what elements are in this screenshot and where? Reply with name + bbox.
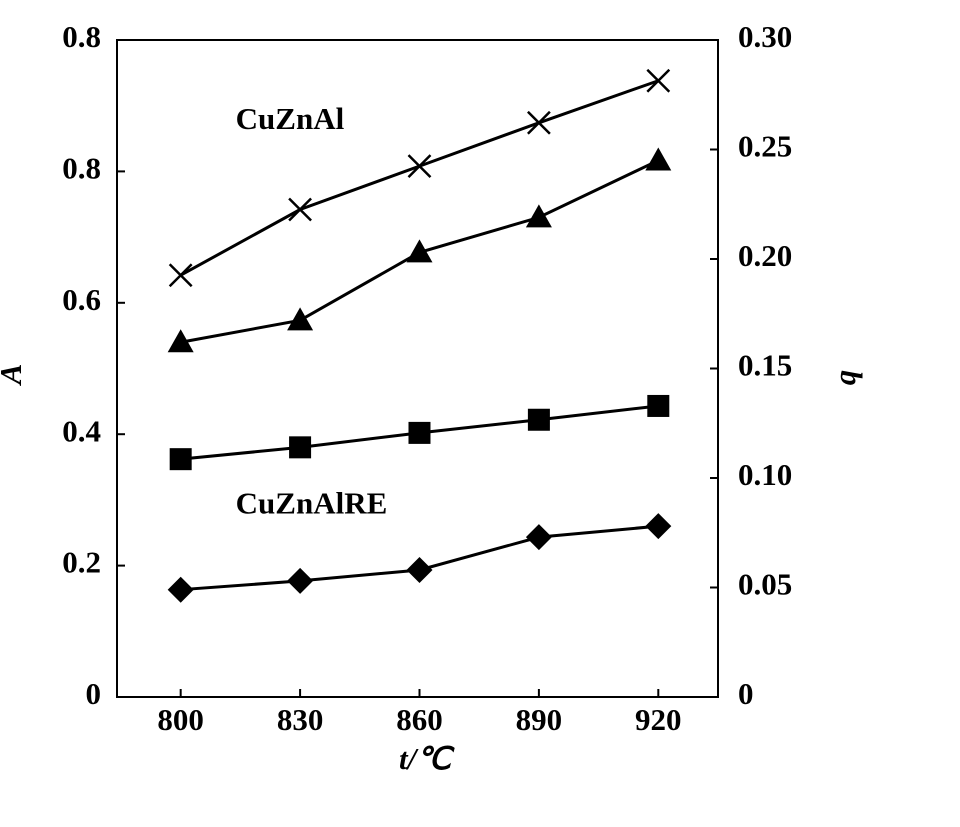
y-tick-label: 0	[86, 676, 102, 711]
marker-cross	[168, 263, 193, 288]
y2-tick-label: 0.20	[738, 238, 792, 273]
y-axis-label: A	[0, 364, 28, 387]
marker-diamond	[287, 567, 314, 594]
y-tick-label: 0.4	[62, 413, 101, 448]
marker-square	[289, 436, 312, 459]
marker-triangle	[167, 329, 194, 353]
marker-diamond	[525, 524, 552, 551]
marker-triangle	[525, 204, 552, 228]
x-tick-label: 890	[516, 702, 563, 737]
y2-tick-label: 0.05	[738, 567, 792, 602]
y2-tick-label: 0.25	[738, 129, 792, 164]
marker-diamond	[645, 513, 672, 540]
marker-square	[169, 448, 192, 471]
y2-axis-label: b	[834, 370, 869, 386]
y-tick-label: 0.2	[62, 545, 101, 580]
marker-square	[527, 408, 550, 431]
marker-cross	[288, 197, 312, 222]
y2-tick-label: 0.10	[738, 457, 792, 492]
marker-triangle	[287, 307, 314, 331]
marker-diamond	[406, 556, 433, 583]
x-tick-label: 830	[277, 702, 324, 737]
y2-tick-label: 0	[738, 676, 754, 711]
annotation: CuZnAl	[236, 101, 345, 136]
marker-diamond	[167, 576, 194, 603]
x-tick-label: 800	[157, 702, 204, 737]
x-tick-label: 920	[635, 702, 682, 737]
marker-triangle	[406, 239, 433, 263]
x-axis-label: t/℃	[399, 741, 455, 776]
y2-tick-label: 0.15	[738, 348, 792, 383]
marker-cross	[527, 110, 551, 135]
y-tick-label: 0.8	[62, 151, 101, 186]
marker-triangle	[645, 147, 672, 171]
marker-square	[408, 421, 431, 444]
marker-square	[647, 394, 670, 417]
annotation: CuZnAlRE	[236, 486, 388, 521]
y-tick-label: 0.6	[62, 282, 101, 317]
y2-tick-label: 0.30	[738, 19, 792, 54]
y-tick-label: 0.8	[62, 19, 101, 54]
marker-cross	[407, 154, 432, 179]
plot-frame	[116, 39, 719, 698]
x-tick-label: 860	[396, 702, 443, 737]
marker-cross	[646, 68, 671, 93]
